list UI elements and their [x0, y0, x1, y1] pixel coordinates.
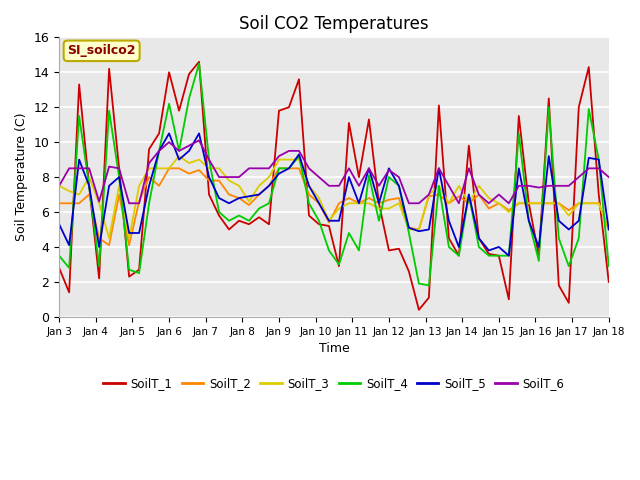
- Title: Soil CO2 Temperatures: Soil CO2 Temperatures: [239, 15, 429, 33]
- Text: SI_soilco2: SI_soilco2: [67, 44, 136, 57]
- X-axis label: Time: Time: [319, 342, 349, 355]
- Y-axis label: Soil Temperature (C): Soil Temperature (C): [15, 113, 28, 241]
- Legend: SoilT_1, SoilT_2, SoilT_3, SoilT_4, SoilT_5, SoilT_6: SoilT_1, SoilT_2, SoilT_3, SoilT_4, Soil…: [99, 372, 569, 395]
